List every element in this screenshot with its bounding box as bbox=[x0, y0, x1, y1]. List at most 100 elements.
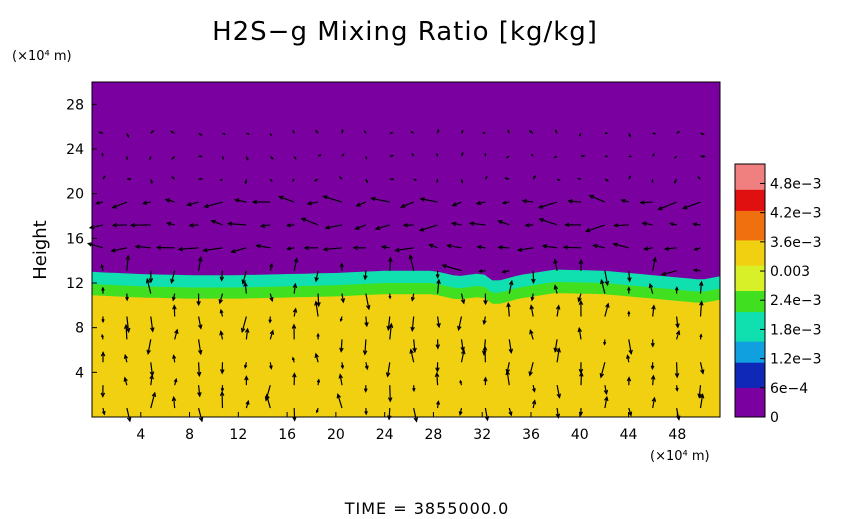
wind-vector bbox=[541, 244, 558, 249]
wind-vector bbox=[291, 356, 295, 363]
y-tick-label: 8 bbox=[75, 321, 84, 337]
wind-vector-head bbox=[315, 409, 319, 414]
wind-vector bbox=[198, 132, 203, 136]
lower-region bbox=[92, 293, 720, 417]
wind-vector-head bbox=[243, 281, 248, 287]
wind-vector bbox=[268, 316, 272, 324]
wind-vector bbox=[269, 329, 275, 340]
wind-vector-shaft bbox=[470, 222, 486, 226]
colorbar-cell bbox=[735, 227, 765, 232]
colorbar-cell bbox=[735, 383, 765, 388]
colorbar-cell bbox=[735, 408, 765, 414]
wind-vector-head bbox=[485, 175, 488, 179]
wind-vector bbox=[674, 286, 679, 294]
wind-vector-head bbox=[244, 327, 250, 333]
wind-vector bbox=[434, 371, 440, 386]
wind-vector bbox=[567, 198, 582, 204]
wind-vector-head bbox=[146, 349, 151, 356]
wind-vector bbox=[651, 304, 656, 317]
wind-vector-head bbox=[585, 228, 591, 233]
wind-vector bbox=[651, 179, 654, 184]
wind-vector bbox=[650, 339, 655, 348]
wind-vector bbox=[674, 362, 680, 379]
wind-vector-shaft bbox=[315, 301, 319, 317]
wind-vector-shaft bbox=[506, 362, 510, 374]
wind-vector bbox=[410, 130, 415, 134]
wind-vector-head bbox=[269, 329, 275, 335]
wind-vector-head bbox=[434, 371, 440, 378]
wind-vector-head bbox=[171, 296, 176, 302]
wind-vector-head bbox=[150, 180, 153, 185]
wind-vector-head bbox=[461, 151, 464, 155]
wind-vector bbox=[220, 385, 225, 393]
wind-vector-shaft bbox=[150, 362, 154, 376]
colorbar-cell bbox=[735, 303, 765, 308]
wind-vector-shaft bbox=[452, 222, 462, 226]
wind-vector-head bbox=[460, 299, 466, 305]
wind-vector-head bbox=[555, 129, 558, 133]
wind-vector-head bbox=[227, 221, 233, 227]
wind-vector bbox=[564, 222, 581, 228]
wind-vector-head bbox=[508, 411, 513, 417]
wind-vector-head bbox=[650, 342, 655, 348]
wind-vector bbox=[363, 385, 368, 393]
wind-vector-head bbox=[501, 269, 507, 274]
wind-vector-shaft bbox=[355, 224, 367, 230]
wind-vector-head bbox=[198, 324, 203, 330]
wind-vector-head bbox=[324, 225, 330, 230]
wind-vector bbox=[639, 200, 653, 205]
colorbar-cell bbox=[735, 286, 765, 291]
wind-vector bbox=[269, 133, 272, 137]
colorbar-label: 0.003 bbox=[770, 264, 810, 280]
wind-vector bbox=[436, 152, 439, 157]
wind-vector-head bbox=[555, 304, 561, 310]
wind-vector bbox=[408, 253, 415, 271]
wind-vector-shaft bbox=[442, 264, 462, 272]
wind-vector bbox=[365, 178, 368, 184]
wind-vector bbox=[222, 132, 227, 135]
wind-vector-head bbox=[482, 320, 487, 326]
wind-vector bbox=[460, 293, 466, 305]
wind-vector-head bbox=[418, 227, 425, 232]
wind-vector-head bbox=[605, 132, 609, 135]
wind-vector-head bbox=[627, 411, 633, 417]
wind-vector bbox=[173, 377, 178, 386]
wind-vector bbox=[660, 270, 677, 277]
wind-vector-head bbox=[352, 245, 358, 251]
wind-vector bbox=[613, 223, 629, 228]
wind-vector bbox=[221, 156, 224, 160]
wind-vector bbox=[380, 244, 390, 250]
wind-vector-head bbox=[521, 198, 527, 204]
wind-vector-shaft bbox=[150, 392, 156, 409]
wind-vector bbox=[324, 224, 343, 230]
wind-vector-shaft bbox=[126, 407, 131, 422]
colorbar-cell bbox=[735, 248, 765, 254]
wind-vector bbox=[150, 316, 155, 333]
wind-vector-head bbox=[149, 157, 152, 161]
wind-vector bbox=[578, 362, 584, 375]
wind-vector bbox=[484, 152, 487, 157]
wind-vector bbox=[95, 200, 104, 205]
wind-vector bbox=[100, 263, 105, 271]
wind-vector bbox=[412, 385, 416, 393]
wind-vector-shaft bbox=[389, 257, 392, 271]
wind-vector-head bbox=[292, 129, 295, 133]
wind-vector bbox=[627, 310, 631, 317]
wind-vector-head bbox=[174, 328, 179, 334]
wind-vector bbox=[692, 222, 701, 227]
colorbar-label: 6e−4 bbox=[770, 381, 808, 397]
wind-vector-head bbox=[316, 332, 320, 337]
wind-vector-head bbox=[218, 299, 223, 305]
wind-vector bbox=[111, 222, 127, 228]
colorbar-cell bbox=[735, 269, 765, 275]
wind-vector bbox=[170, 130, 175, 134]
wind-vector bbox=[389, 177, 395, 181]
wind-vector bbox=[475, 200, 486, 206]
wind-vector-shaft bbox=[640, 201, 653, 204]
wind-vector-shaft bbox=[507, 303, 510, 317]
wind-vector bbox=[202, 247, 223, 253]
colorbar-cell bbox=[735, 172, 765, 178]
wind-vector bbox=[578, 299, 584, 317]
wind-vector-head bbox=[530, 296, 535, 302]
wind-vector bbox=[556, 385, 562, 399]
